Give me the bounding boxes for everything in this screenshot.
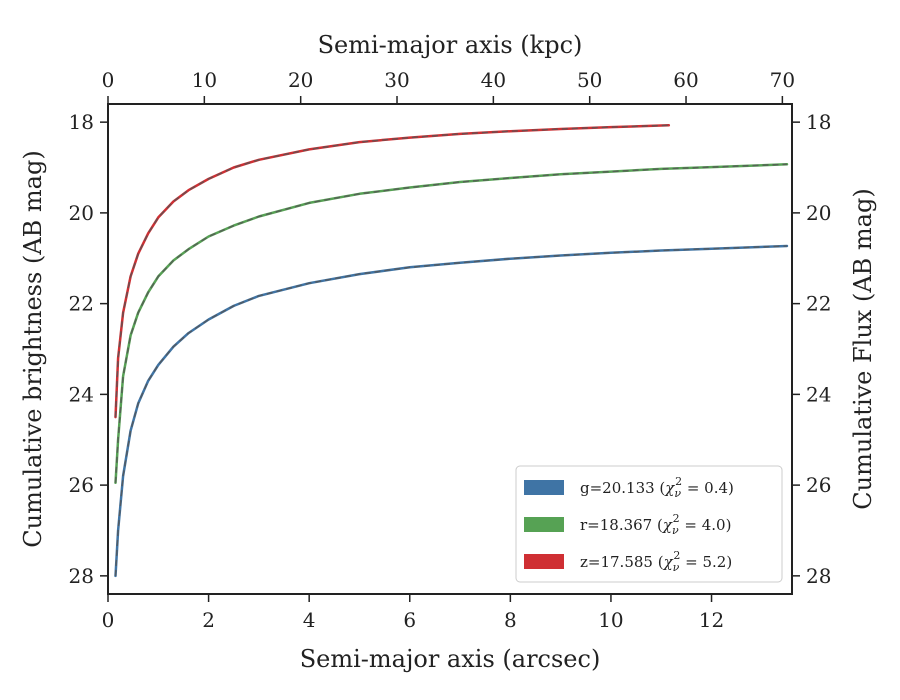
top-x-tick-label: 30	[384, 68, 409, 92]
legend-label-g: g=20.133 (χν2 = 0.4)	[580, 475, 734, 500]
plot-frame	[107, 103, 793, 595]
top-x-tick-label: 70	[770, 68, 795, 92]
x-tick-label: 6	[403, 608, 416, 632]
top-x-tick-label: 0	[102, 68, 115, 92]
y-axis-title: Cumulative brightness (AB mag)	[19, 150, 47, 547]
top-x-tick-label: 40	[481, 68, 506, 92]
y-tick-label: 22	[69, 292, 94, 316]
right-y-tick-label: 20	[806, 201, 831, 225]
legend-swatch-r	[524, 517, 564, 532]
y-tick-label: 18	[69, 110, 94, 134]
right-y-tick-label: 22	[806, 292, 831, 316]
right-y-axis-title: Cumulative Flux (AB mag)	[849, 188, 877, 509]
right-y-tick-label: 18	[806, 110, 831, 134]
series-layer	[114, 124, 789, 578]
legend-swatch-z	[524, 554, 564, 569]
x-tick-label: 12	[699, 608, 724, 632]
model-line-g	[114, 245, 788, 576]
right-y-tick-label: 24	[806, 382, 831, 406]
top-x-tick-label: 20	[288, 68, 313, 92]
model-line-z	[114, 124, 669, 418]
x-tick-label: 8	[504, 608, 517, 632]
right-y-tick-label: 26	[806, 473, 831, 497]
x-tick-label: 0	[102, 608, 115, 632]
legend-swatch-g	[524, 480, 564, 495]
top-x-tick-label: 10	[192, 68, 217, 92]
x-axis-title: Semi-major axis (arcsec)	[300, 645, 601, 673]
top-x-tick-label: 60	[673, 68, 698, 92]
y-tick-label: 28	[69, 564, 94, 588]
y-tick-label: 26	[69, 473, 94, 497]
legend-label-r: r=18.367 (χν2 = 4.0)	[580, 512, 731, 537]
x-tick-label: 4	[303, 608, 316, 632]
top-x-axis-title: Semi-major axis (kpc)	[318, 31, 583, 59]
legend-frame	[515, 465, 783, 583]
y-tick-label: 20	[69, 201, 94, 225]
x-tick-label: 10	[598, 608, 623, 632]
y-tick-label: 24	[69, 382, 94, 406]
legend: g=20.133 (χν2 = 0.4) r=18.367 (χν2 = 4.0…	[515, 465, 783, 583]
legend-label-z: z=17.585 (χν2 = 5.2)	[580, 549, 732, 574]
top-x-tick-label: 50	[577, 68, 602, 92]
x-tick-label: 2	[202, 608, 215, 632]
right-y-tick-label: 28	[806, 564, 831, 588]
model-line-r	[114, 163, 788, 483]
